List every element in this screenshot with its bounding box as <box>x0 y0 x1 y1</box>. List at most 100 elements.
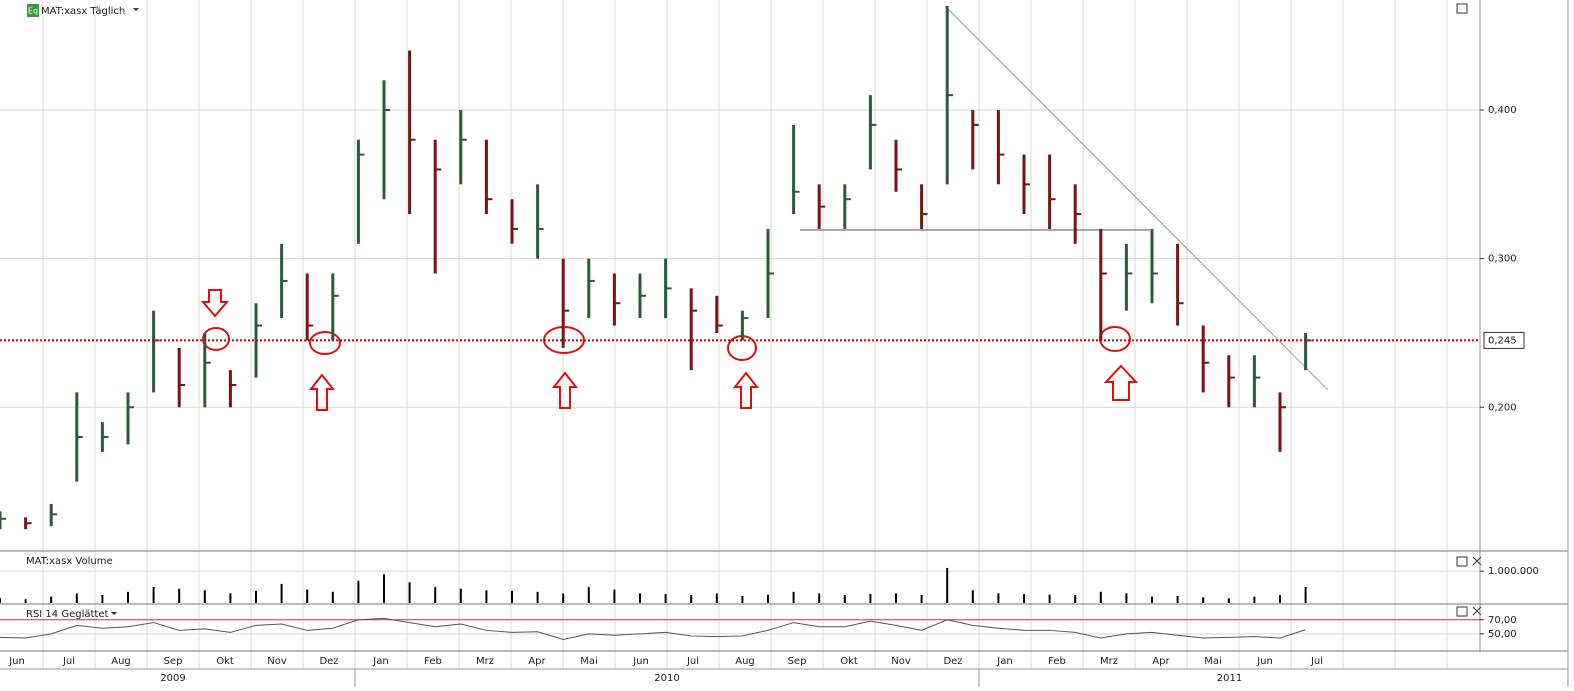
y-tick-label: 1.000.000 <box>1488 566 1539 577</box>
ellipse <box>202 327 230 351</box>
price-bar <box>587 258 591 319</box>
volume-bar <box>280 583 283 603</box>
volume-bar <box>75 593 78 603</box>
x-tick-label: Okt <box>216 656 234 667</box>
arrow-up <box>1103 364 1139 401</box>
x-tick-label: Sep <box>788 656 807 667</box>
x-tick-label: Feb <box>1048 656 1066 667</box>
volume-bar <box>127 591 129 603</box>
year-label: 2009 <box>160 673 185 684</box>
dropdown-icon[interactable] <box>111 612 117 615</box>
price-bar <box>203 332 207 408</box>
x-tick-label: Nov <box>891 656 911 667</box>
x-tick-label: Jun <box>632 656 649 667</box>
price-label-box <box>1483 331 1525 349</box>
volume-bar <box>331 591 334 603</box>
chart-title[interactable]: MAT:xasx Täglich <box>41 6 125 17</box>
dropdown-icon[interactable] <box>133 8 139 11</box>
x-tick-label: Mai <box>580 656 598 667</box>
x-tick-label: Dez <box>943 656 962 667</box>
volume-bar <box>1074 595 1077 603</box>
price-bar <box>152 310 156 393</box>
price-bar <box>843 184 847 229</box>
volume-bar <box>408 582 411 603</box>
volume-bar <box>536 591 539 603</box>
price-bar <box>510 199 514 244</box>
volume-bar <box>690 595 693 603</box>
volume-bar <box>715 593 718 603</box>
price-bar <box>792 124 796 215</box>
x-tick-label: Dez <box>319 656 338 667</box>
volume-bar <box>895 593 897 603</box>
price-bar <box>459 110 463 185</box>
volume-bar <box>639 593 641 603</box>
volume-bar <box>1227 598 1230 603</box>
volume-bar <box>1279 595 1281 603</box>
price-bar <box>0 511 2 530</box>
maximize-button[interactable] <box>1456 3 1468 14</box>
price-bar <box>331 273 335 341</box>
volume-bar <box>24 599 27 603</box>
volume-bar <box>971 590 974 603</box>
x-tick-label: Apr <box>528 656 546 667</box>
volume-bar <box>869 594 872 603</box>
y-tick-label: 0,200 <box>1488 402 1517 413</box>
panel-title: MAT:xasx Volume <box>26 556 113 567</box>
volume-bar <box>1048 594 1051 603</box>
badge <box>27 4 39 17</box>
price-bar <box>1304 332 1308 371</box>
price-bar <box>126 392 130 445</box>
volume-bar <box>767 594 769 603</box>
arrow-up <box>551 371 579 409</box>
x-tick-label: Nov <box>267 656 287 667</box>
price-bar <box>1099 228 1103 341</box>
arrow-down <box>200 289 230 318</box>
volume-bar <box>459 588 462 603</box>
close-button[interactable] <box>1472 606 1482 616</box>
volume-bar <box>587 587 590 603</box>
price-bar <box>612 273 616 326</box>
close-button[interactable] <box>1472 556 1482 566</box>
volume-bar <box>511 590 513 603</box>
rsi-line <box>0 617 1306 640</box>
volume-bar <box>0 598 1 603</box>
maximize-button[interactable] <box>1456 556 1468 567</box>
maximize-button[interactable] <box>1456 606 1468 617</box>
price-bar <box>433 139 437 274</box>
volume-bar <box>1176 595 1179 603</box>
x-tick-label: Mrz <box>476 656 494 667</box>
trend-line <box>944 5 1329 391</box>
volume-bar <box>178 588 181 603</box>
x-tick-label: Jun <box>8 656 25 667</box>
price-bar <box>356 139 360 244</box>
price-bar <box>1124 243 1128 311</box>
volume-bar <box>562 593 565 603</box>
grid <box>0 0 1480 669</box>
price-bar <box>971 110 975 170</box>
price-bar <box>1252 355 1256 408</box>
x-tick-label: Jul <box>686 656 699 667</box>
x-tick-label: Mai <box>1204 656 1222 667</box>
price-bar <box>920 184 924 229</box>
x-tick-label: Apr <box>1152 656 1170 667</box>
y-tick-label: 70,00 <box>1488 615 1517 626</box>
y-tick-label: 50,00 <box>1488 629 1517 640</box>
volume-bar <box>1304 587 1307 603</box>
price-bar <box>1278 392 1282 452</box>
volume-bar <box>1202 597 1205 603</box>
price-bar <box>408 50 412 215</box>
price-bar <box>740 310 744 341</box>
badge-text: Eq <box>28 7 38 16</box>
volume-bar <box>383 574 385 603</box>
price-bar <box>1201 325 1205 393</box>
x-tick-label: Mrz <box>1100 656 1118 667</box>
price-bar <box>177 347 181 408</box>
price-bar <box>484 139 488 215</box>
ellipse <box>309 331 341 355</box>
volume-bar <box>1253 596 1256 603</box>
volume-bar <box>843 595 846 603</box>
x-tick-label: Feb <box>424 656 442 667</box>
volume-bar <box>613 589 616 603</box>
